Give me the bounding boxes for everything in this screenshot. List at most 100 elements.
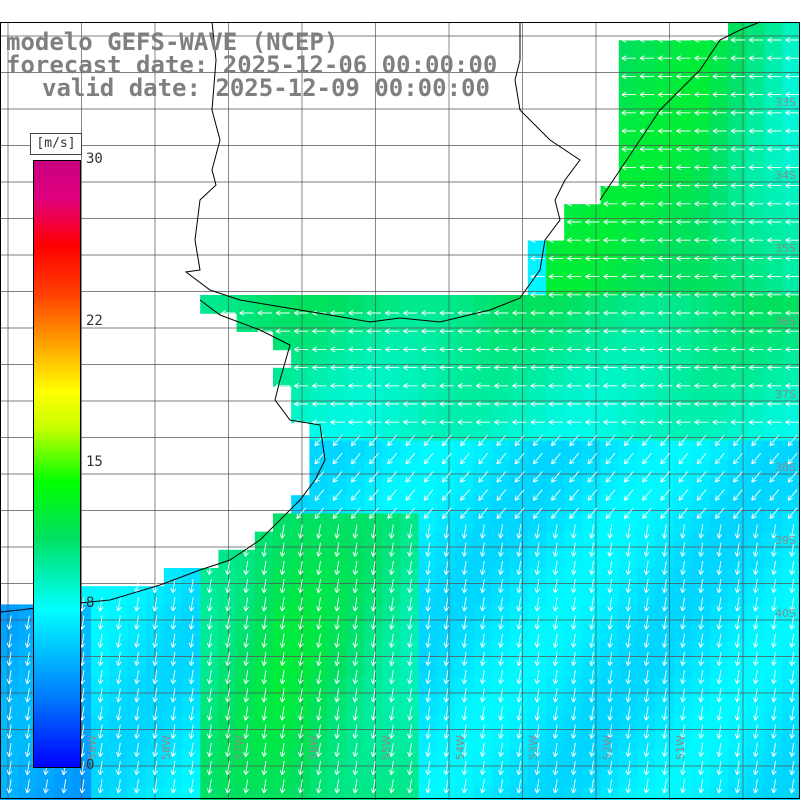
wind-speed-cell: [236, 640, 256, 660]
wind-arrow: [514, 489, 525, 501]
wind-arrow: [514, 434, 525, 447]
wind-arrow: [676, 110, 691, 116]
wind-arrow: [785, 383, 800, 389]
wind-arrow: [589, 560, 595, 575]
wind-arrow: [785, 146, 800, 152]
wind-speed-cell: [382, 659, 401, 678]
wind-speed-cell: [546, 531, 565, 551]
wind-arrow: [643, 542, 650, 557]
wind-speed-cell: [728, 222, 747, 241]
wind-speed-cell: [600, 622, 620, 642]
wind-speed-cell: [782, 113, 800, 132]
wind-speed-cell: [691, 677, 711, 696]
wind-speed-cell: [455, 677, 474, 696]
wind-arrow: [680, 761, 686, 776]
wind-arrow: [657, 91, 673, 98]
wind-arrow: [475, 419, 491, 425]
wind-speed-cell: [782, 276, 800, 296]
wind-arrow: [332, 507, 343, 520]
wind-arrow: [134, 724, 140, 739]
wind-speed-cell: [382, 713, 401, 733]
wind-arrow: [771, 542, 777, 557]
wind-arrow: [498, 633, 504, 648]
wind-speed-cell: [691, 695, 711, 715]
wind-speed-cell: [163, 731, 183, 751]
wind-arrow: [566, 346, 582, 353]
wind-arrow: [293, 401, 309, 407]
wind-speed-cell: [600, 604, 620, 624]
wind-arrow: [496, 507, 507, 520]
wind-arrow: [694, 55, 709, 61]
wind-speed-cell: [600, 513, 620, 533]
wind-arrow: [352, 579, 359, 594]
wind-speed-cell: [709, 750, 729, 769]
wind-arrow: [661, 670, 668, 685]
wind-speed-cell: [655, 477, 674, 496]
wind-arrow: [24, 651, 31, 666]
wind-speed-cell: [182, 713, 201, 733]
wind-arrow: [352, 670, 359, 685]
wind-speed-cell: [345, 786, 365, 800]
wind-arrow: [570, 761, 577, 776]
wind-speed-cell: [618, 695, 638, 715]
wind-arrow: [748, 182, 764, 189]
wind-arrow: [771, 724, 777, 739]
wind-arrow: [789, 706, 795, 721]
wind-speed-cell: [764, 695, 784, 715]
wind-speed-cell: [691, 713, 711, 733]
wind-arrow: [407, 724, 413, 739]
wind-arrow: [115, 651, 122, 666]
wind-arrow: [348, 364, 363, 371]
wind-speed-cell: [436, 549, 456, 569]
wind-arrow: [548, 383, 563, 389]
wind-speed-cell: [273, 549, 292, 569]
wind-arrow: [639, 364, 654, 371]
wind-arrow: [352, 724, 359, 739]
wind-arrow: [261, 688, 268, 703]
wind-arrow: [115, 670, 122, 685]
graticule: [0, 22, 800, 800]
wind-speed-cell: [709, 422, 729, 442]
wind-arrow: [297, 651, 304, 666]
wind-arrow: [388, 579, 395, 594]
wind-speed-cell: [200, 640, 219, 660]
wind-arrow: [388, 742, 395, 757]
wind-arrow: [589, 670, 595, 685]
wind-arrow: [734, 688, 741, 703]
wind-arrow: [730, 273, 745, 280]
wind-arrow: [625, 688, 632, 703]
wind-arrow: [534, 742, 541, 757]
wind-speed-cell: [709, 94, 729, 114]
wind-arrow: [407, 706, 413, 721]
wind-arrow: [752, 597, 759, 612]
wind-speed-cell: [764, 713, 784, 733]
wind-arrow: [643, 633, 650, 648]
wind-speed-cell: [746, 149, 765, 169]
wind-arrow: [621, 419, 636, 425]
wind-speed-cell: [491, 549, 511, 569]
wind-arrow: [698, 560, 704, 575]
wind-speed-cell: [746, 422, 765, 442]
wind-arrow: [243, 615, 249, 630]
wind-speed-cell: [546, 640, 565, 660]
wind-speed-cell: [218, 568, 238, 587]
wind-arrow: [548, 364, 563, 371]
wind-speed-cell: [782, 586, 800, 605]
wind-speed-cell: [564, 786, 583, 800]
wind-arrow: [712, 328, 727, 334]
wind-arrow: [316, 706, 322, 721]
wind-speed-cell: [600, 185, 620, 205]
wind-arrow: [643, 579, 650, 594]
wind-arrow: [607, 706, 613, 721]
wind-arrow: [370, 597, 377, 612]
wind-arrow: [279, 579, 286, 594]
wind-speed-cell: [327, 477, 347, 496]
wind-arrow: [789, 579, 795, 594]
wind-speed-cell: [473, 477, 492, 496]
wind-arrow: [97, 724, 104, 739]
wind-arrow: [352, 560, 359, 575]
coastline-argentina: [0, 299, 326, 613]
wind-speed-cell: [400, 477, 420, 496]
wind-speed-cell: [637, 786, 656, 800]
wind-speed-cell: [273, 531, 292, 551]
